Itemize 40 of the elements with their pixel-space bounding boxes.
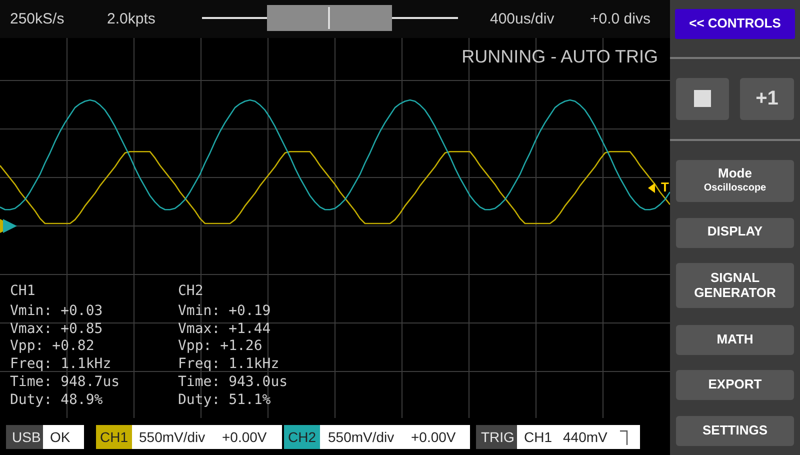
text: OK xyxy=(50,428,70,446)
text: Time: 948.7us xyxy=(10,374,120,390)
text: 550mV/div xyxy=(139,428,206,446)
text: Duty: 48.9% xyxy=(10,392,103,408)
text: Vmin: +0.19 xyxy=(178,302,271,320)
text: USB xyxy=(12,428,41,446)
text: +0.00V xyxy=(222,428,267,446)
text: +1 xyxy=(754,88,780,110)
annotation: T xyxy=(661,180,669,196)
text: +0.00V xyxy=(411,428,456,446)
text: +0.0 divs xyxy=(590,10,650,28)
text: SETTINGS xyxy=(701,422,768,438)
text: << CONTROLS xyxy=(688,16,782,32)
text: Freq: 1.1kHz xyxy=(10,356,112,372)
text: EXPORT xyxy=(707,376,763,392)
text: Vmax: +0.85 xyxy=(10,320,103,338)
text: CH2 xyxy=(178,282,204,300)
text: 400us/div xyxy=(490,10,554,28)
text: CH1 xyxy=(96,425,132,449)
text: 2.0kpts xyxy=(107,10,156,28)
text: Vmax: +1.44 xyxy=(178,320,271,338)
text: Mode xyxy=(717,166,753,182)
text: 440mV xyxy=(563,428,608,446)
text: Time: 943.0us xyxy=(178,374,288,390)
text: TRIG xyxy=(481,428,514,446)
text: RUNNING - AUTO TRIG xyxy=(462,46,658,68)
text: Vpp: +1.26 xyxy=(178,338,262,354)
text: 250kS/s xyxy=(10,10,64,28)
text: Freq: 1.1kHz xyxy=(178,356,280,372)
text: CH1 xyxy=(10,282,36,300)
text: Duty: 51.1% xyxy=(178,392,271,408)
text: 550mV/div xyxy=(328,428,394,446)
text: MATH xyxy=(716,332,754,348)
text: SIGNAL GENERATOR xyxy=(693,270,777,301)
text: CH2 xyxy=(284,425,320,449)
text: Oscilloscope xyxy=(702,182,768,194)
text: DISPLAY xyxy=(706,224,764,240)
text: Vpp: +0.82 xyxy=(10,338,94,354)
text: CH1 xyxy=(524,428,552,446)
text: Vmin: +0.03 xyxy=(10,302,103,320)
